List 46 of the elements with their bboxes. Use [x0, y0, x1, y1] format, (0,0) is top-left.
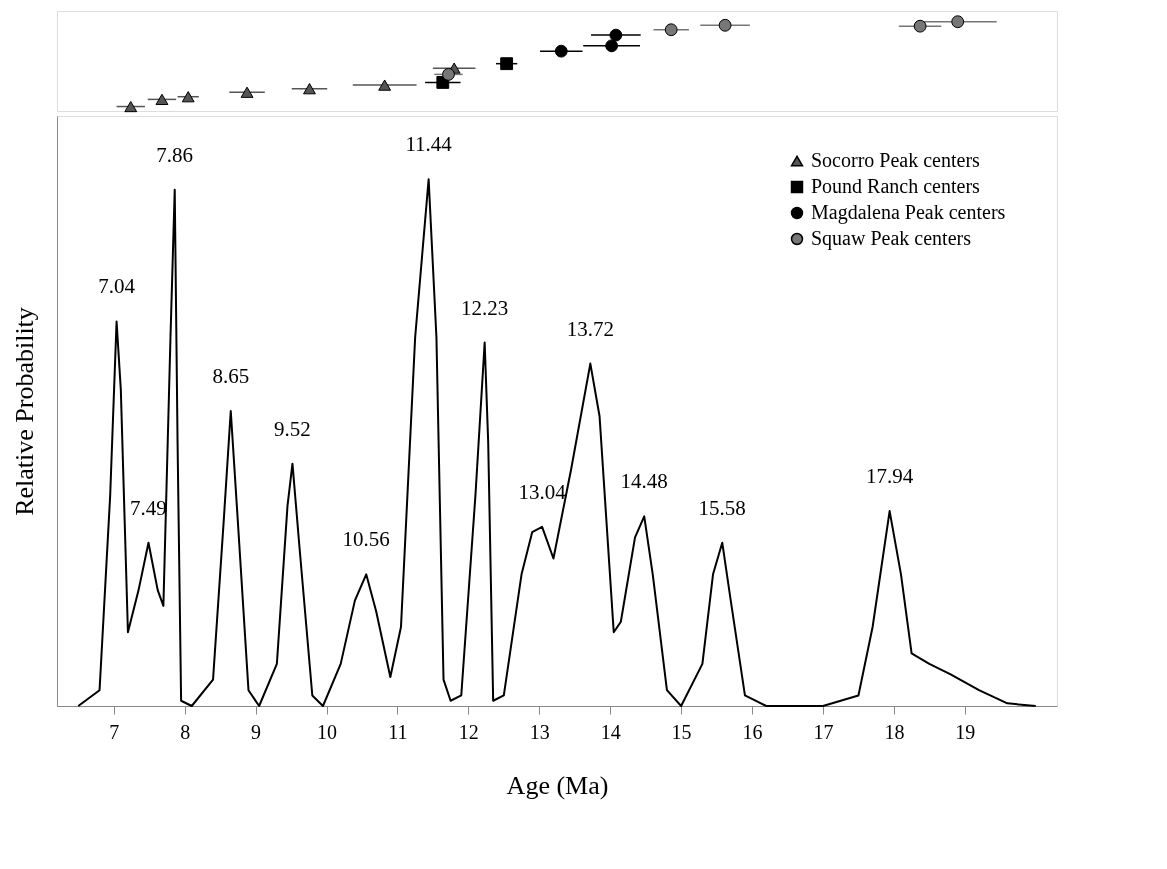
y-axis-title: Relative Probability: [9, 307, 39, 516]
x-tick-label: 14: [600, 720, 621, 743]
annotation: 13.72: [566, 316, 614, 341]
point: [124, 100, 138, 113]
annotation: 14.48: [620, 469, 668, 494]
x-tick-label: 19: [955, 720, 976, 743]
point: [378, 79, 392, 91]
x-tick-label: 11: [388, 720, 408, 743]
point: [500, 57, 514, 71]
legend-label: Squaw Peak centers: [811, 227, 972, 250]
x-tick-label: 9: [251, 720, 262, 743]
annotation: 12.23: [461, 295, 509, 320]
point: [605, 39, 619, 53]
point: [155, 93, 169, 106]
x-tick-label: 8: [180, 720, 191, 743]
point: [554, 44, 568, 58]
annotation: 10.56: [342, 527, 390, 552]
annotation: 15.58: [698, 495, 746, 520]
annotation: 7.04: [98, 274, 136, 299]
legend-label: Pound Ranch centers: [811, 175, 981, 197]
x-tick-label: 18: [884, 720, 905, 743]
legend-label: Magdalena Peak centers: [811, 201, 1006, 224]
x-tick-label: 15: [671, 720, 692, 743]
x-tick-label: 16: [742, 720, 763, 743]
annotation: 17.94: [866, 464, 914, 489]
point: [240, 86, 254, 98]
x-tick-label: 10: [317, 720, 337, 743]
annotation: 8.65: [212, 364, 250, 388]
x-tick-label: 17: [813, 720, 834, 743]
point: [442, 67, 455, 81]
x-tick-label: 12: [458, 720, 479, 743]
point: [913, 19, 927, 33]
point: [303, 83, 316, 95]
point: [718, 18, 732, 32]
annotation: 13.04: [518, 479, 567, 504]
point: [609, 28, 623, 42]
annotation: 7.86: [156, 142, 194, 167]
x-tick-label: 13: [529, 720, 550, 743]
legend-label: Socorro Peak centers: [811, 149, 981, 171]
point: [181, 91, 195, 103]
point: [664, 23, 678, 37]
x-axis-title: Age (Ma): [506, 770, 609, 800]
annotation: 11.44: [405, 132, 453, 157]
point: [951, 15, 965, 29]
x-tick-label: 7: [109, 720, 120, 743]
annotation: 9.52: [274, 416, 311, 441]
